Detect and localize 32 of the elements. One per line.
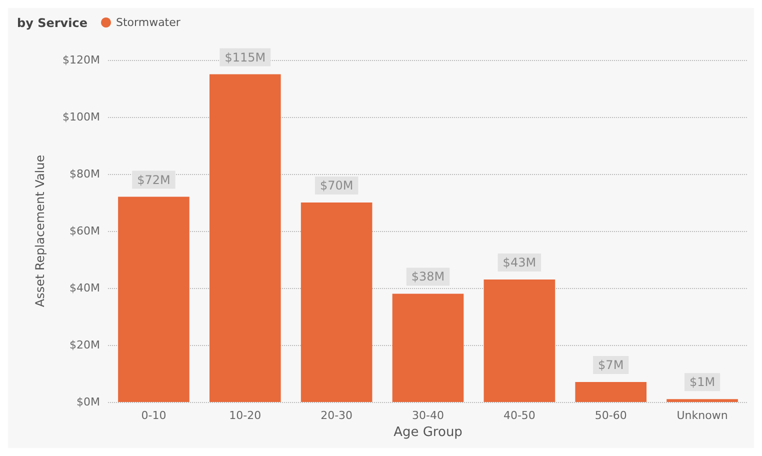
y-tick-label: $20M (70, 338, 100, 352)
x-tick-label: 40-50 (503, 409, 536, 422)
y-tick-label: $80M (70, 168, 100, 180)
data-label: $115M (224, 50, 266, 64)
data-label: $70M (320, 178, 354, 192)
x-tick-label: 20-30 (320, 409, 353, 422)
data-label: $38M (411, 270, 445, 284)
data-label: $1M (689, 375, 716, 390)
x-tick-label: Unknown (676, 409, 728, 422)
y-tick-label: $40M (70, 282, 100, 294)
x-axis-title: Age Group (394, 425, 462, 440)
y-tick-label: $120M (62, 54, 100, 66)
x-tick-label: 30-40 (412, 409, 444, 422)
data-label: $72M (137, 172, 170, 187)
bar (300, 202, 372, 402)
y-axis-title: Asset Replacement Value (33, 154, 47, 308)
data-label: $7M (598, 358, 624, 372)
bar (484, 279, 556, 402)
x-tick-label: 10-20 (229, 409, 262, 422)
bar (118, 196, 190, 402)
bar (392, 294, 464, 402)
y-tick-label: $60M (70, 224, 100, 238)
bar (666, 399, 738, 402)
legend-title: by Service (17, 16, 88, 30)
y-tick-label: $100M (62, 110, 100, 124)
x-tick-label: 0-10 (141, 409, 166, 422)
legend-label: Stormwater (116, 16, 181, 29)
x-tick-label: 50-60 (594, 409, 627, 422)
y-tick-label: $0M (76, 396, 100, 408)
bar (575, 382, 647, 402)
data-label: $43M (502, 255, 536, 270)
bar (209, 74, 281, 402)
